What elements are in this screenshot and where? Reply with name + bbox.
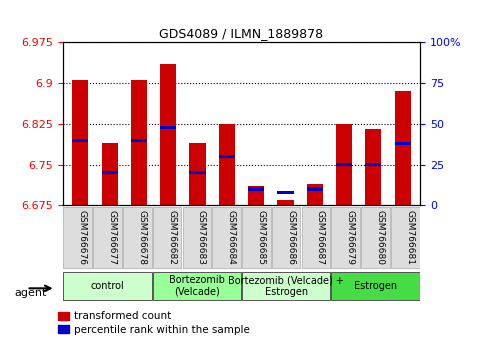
- Bar: [277, 191, 294, 194]
- Text: GSM766676: GSM766676: [78, 210, 86, 266]
- FancyBboxPatch shape: [331, 272, 420, 300]
- Bar: [336, 124, 352, 205]
- Text: GSM766683: GSM766683: [197, 210, 206, 266]
- Bar: [131, 80, 147, 205]
- FancyBboxPatch shape: [272, 207, 300, 268]
- FancyBboxPatch shape: [93, 207, 122, 268]
- Title: GDS4089 / ILMN_1889878: GDS4089 / ILMN_1889878: [159, 27, 324, 40]
- Bar: [219, 155, 235, 158]
- Bar: [395, 142, 411, 145]
- Text: GSM766677: GSM766677: [108, 210, 116, 266]
- Bar: [307, 184, 323, 205]
- Bar: [72, 138, 88, 142]
- FancyBboxPatch shape: [242, 272, 330, 300]
- Text: GSM766682: GSM766682: [167, 210, 176, 265]
- Text: GSM766679: GSM766679: [346, 210, 355, 266]
- FancyBboxPatch shape: [183, 207, 211, 268]
- Bar: [336, 163, 352, 166]
- Bar: [101, 171, 118, 175]
- FancyBboxPatch shape: [391, 207, 420, 268]
- Text: GSM766681: GSM766681: [405, 210, 414, 266]
- Text: GSM766686: GSM766686: [286, 210, 295, 266]
- FancyBboxPatch shape: [331, 207, 360, 268]
- FancyBboxPatch shape: [242, 207, 270, 268]
- Bar: [101, 143, 118, 205]
- FancyBboxPatch shape: [63, 272, 152, 300]
- Text: GSM766680: GSM766680: [376, 210, 384, 266]
- Bar: [395, 91, 411, 205]
- Text: GSM766687: GSM766687: [316, 210, 325, 266]
- Bar: [248, 187, 264, 191]
- Bar: [72, 80, 88, 205]
- FancyBboxPatch shape: [361, 207, 390, 268]
- Bar: [160, 64, 176, 205]
- Bar: [365, 129, 382, 205]
- Bar: [248, 186, 264, 205]
- FancyBboxPatch shape: [153, 207, 181, 268]
- Text: GSM766684: GSM766684: [227, 210, 236, 265]
- Text: Bortezomib (Velcade) +
Estrogen: Bortezomib (Velcade) + Estrogen: [228, 275, 344, 297]
- Text: control: control: [91, 281, 124, 291]
- FancyBboxPatch shape: [123, 207, 152, 268]
- Text: agent: agent: [14, 289, 47, 298]
- Text: GSM766678: GSM766678: [137, 210, 146, 266]
- Bar: [131, 138, 147, 142]
- Text: Estrogen: Estrogen: [354, 281, 397, 291]
- Text: GSM766685: GSM766685: [256, 210, 265, 266]
- Legend: transformed count, percentile rank within the sample: transformed count, percentile rank withi…: [58, 312, 250, 335]
- FancyBboxPatch shape: [153, 272, 241, 300]
- Bar: [365, 163, 382, 166]
- Bar: [189, 171, 206, 175]
- FancyBboxPatch shape: [213, 207, 241, 268]
- Bar: [189, 143, 206, 205]
- Bar: [219, 124, 235, 205]
- FancyBboxPatch shape: [302, 207, 330, 268]
- FancyBboxPatch shape: [63, 207, 92, 268]
- Bar: [160, 126, 176, 129]
- Bar: [277, 200, 294, 205]
- Text: Bortezomib
(Velcade): Bortezomib (Velcade): [169, 275, 225, 297]
- Bar: [307, 187, 323, 191]
